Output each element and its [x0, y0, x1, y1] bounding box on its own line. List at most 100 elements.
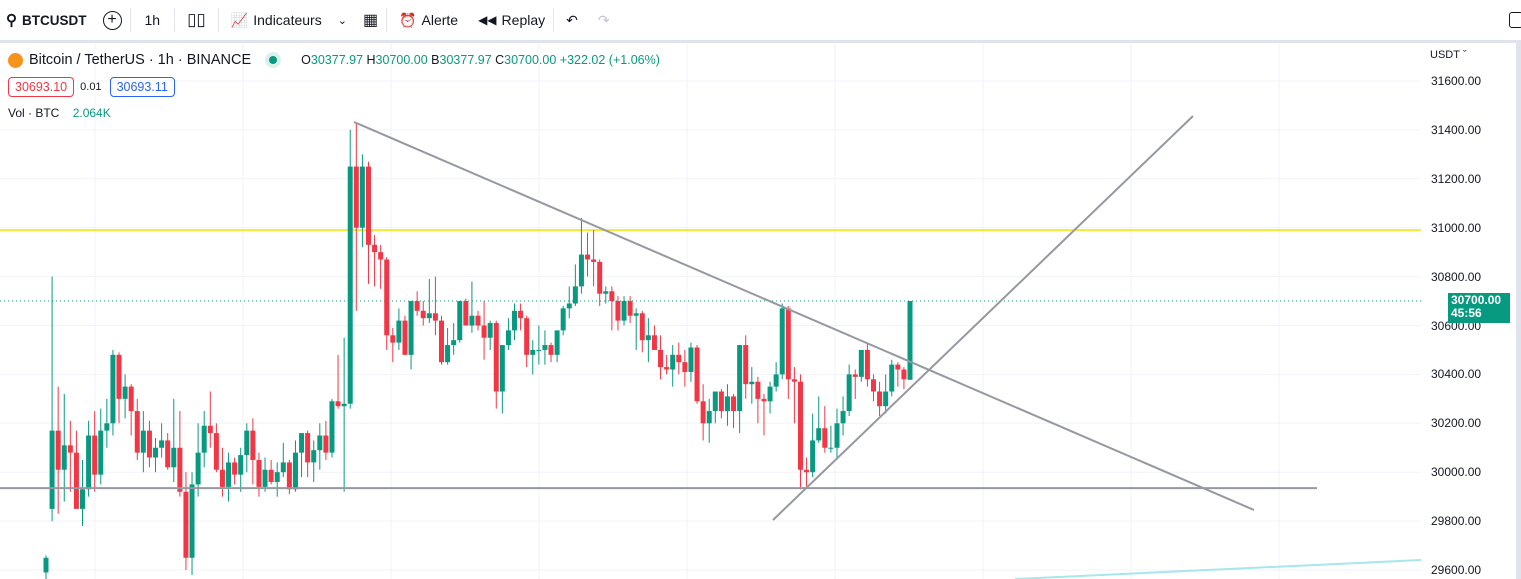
candle-body: [597, 261, 603, 294]
high-label: H: [366, 53, 376, 67]
indicators-dropdown[interactable]: ⌄: [330, 0, 355, 40]
candle-body: [286, 462, 292, 490]
right-panel-edge: [1516, 40, 1521, 579]
candle-body: [384, 259, 390, 336]
spread-value: 0.01: [80, 81, 102, 93]
compare-button[interactable]: +: [95, 0, 130, 40]
divider: [129, 8, 131, 32]
candle-body: [134, 411, 140, 453]
candle-body: [718, 391, 724, 412]
candle-body: [670, 354, 676, 370]
candle-body: [609, 291, 615, 302]
undo-button[interactable]: ↶: [554, 0, 590, 40]
candle-body: [518, 310, 524, 319]
last-price-label: 30700.00 45:56: [1448, 293, 1510, 323]
candle-body: [128, 386, 134, 412]
candle-body: [706, 411, 712, 424]
candle-body: [499, 345, 505, 392]
candle-body: [378, 252, 384, 260]
candle-body: [323, 435, 329, 453]
market-open-icon: [265, 52, 282, 68]
chart-legend: Bitcoin / TetherUS · 1h · BINANCE O30377…: [8, 51, 660, 120]
candle-body: [645, 335, 651, 341]
candle-body: [402, 320, 408, 355]
candle-body: [67, 445, 73, 453]
price-tick: 30400.00: [1431, 367, 1482, 382]
candle-body: [591, 259, 597, 262]
redo-button[interactable]: ↷: [590, 0, 618, 40]
price-chart[interactable]: [0, 43, 1421, 579]
checkbox[interactable]: [1509, 12, 1521, 28]
layouts-button[interactable]: ▦: [355, 0, 386, 40]
symbol-title[interactable]: Bitcoin / TetherUS · 1h · BINANCE: [29, 52, 252, 68]
candle-body: [426, 313, 432, 319]
candles-icon: ▯▯: [187, 10, 206, 29]
candle-body: [724, 396, 730, 412]
price-tick: 30000.00: [1431, 465, 1482, 480]
currency-selector[interactable]: USDT ˇ: [1430, 49, 1466, 61]
candle-body: [700, 401, 706, 424]
candle-body: [870, 379, 876, 392]
candle-body: [292, 452, 298, 490]
candle-body: [140, 430, 146, 453]
candle-body: [159, 440, 165, 448]
candle-body: [177, 447, 183, 492]
candle-body: [895, 364, 901, 370]
candle-body: [566, 303, 572, 309]
candle-body: [238, 455, 244, 475]
candle-body: [92, 435, 98, 475]
symbol-label: BTCUSDT: [22, 12, 87, 28]
open-label: O: [301, 53, 311, 67]
indicators-button[interactable]: 📈 Indicateurs: [219, 0, 330, 40]
ohlc-values: O30377.97 H30700.00 B30377.97 C30700.00 …: [301, 53, 660, 67]
candle-body: [451, 340, 457, 346]
candle-body: [877, 391, 883, 407]
candle-body: [761, 398, 767, 402]
buy-price-button[interactable]: 30693.11: [109, 77, 175, 97]
candle-body: [195, 452, 201, 485]
candle-body: [791, 379, 797, 382]
candle-body: [493, 323, 499, 392]
candle-body: [682, 362, 688, 372]
chart-type-button[interactable]: ▯▯: [175, 0, 218, 40]
sell-price-button[interactable]: 30693.10: [8, 77, 75, 97]
candle-body: [505, 330, 511, 346]
interval-label: 1h: [144, 12, 161, 28]
chart-pane[interactable]: Bitcoin / TetherUS · 1h · BINANCE O30377…: [0, 43, 1516, 579]
candle-body: [810, 440, 816, 473]
plus-circle-icon: +: [102, 10, 122, 30]
change-value: +322.02 (+1.06%): [559, 53, 660, 67]
alert-button[interactable]: ⏰ Alerte: [387, 0, 466, 40]
divider: [386, 8, 388, 32]
indicators-label: Indicateurs: [253, 12, 322, 28]
candle-body: [846, 374, 852, 412]
alarm-clock-icon: ⏰: [399, 11, 417, 28]
candle-body: [676, 354, 682, 363]
candle-body: [445, 345, 451, 363]
candle-body: [432, 313, 438, 321]
candle-body: [554, 330, 560, 355]
candle-body: [840, 411, 846, 424]
candle-body: [347, 166, 353, 404]
candle-body: [299, 433, 305, 453]
candle-body: [585, 254, 591, 260]
candle-body: [213, 433, 219, 470]
replay-button[interactable]: ◀◀ Replay: [466, 0, 553, 40]
candle-body: [688, 347, 694, 372]
undo-icon: ↶: [566, 11, 578, 28]
candle-body: [207, 425, 213, 434]
candle-body: [104, 423, 110, 431]
candle-body: [463, 301, 469, 326]
candle-body: [864, 349, 870, 380]
candle-body: [226, 462, 232, 487]
candle-body: [536, 349, 542, 351]
price-tick: 30800.00: [1431, 269, 1482, 284]
candle-body: [219, 469, 225, 487]
candle-body: [189, 484, 195, 558]
redo-icon: ↷: [597, 11, 610, 28]
candle-body: [828, 447, 834, 449]
interval-button[interactable]: 1h: [131, 0, 175, 40]
candle-body: [329, 401, 335, 453]
candle-body: [481, 325, 487, 338]
symbol-search-button[interactable]: ⚲ BTCUSDT: [0, 0, 95, 40]
